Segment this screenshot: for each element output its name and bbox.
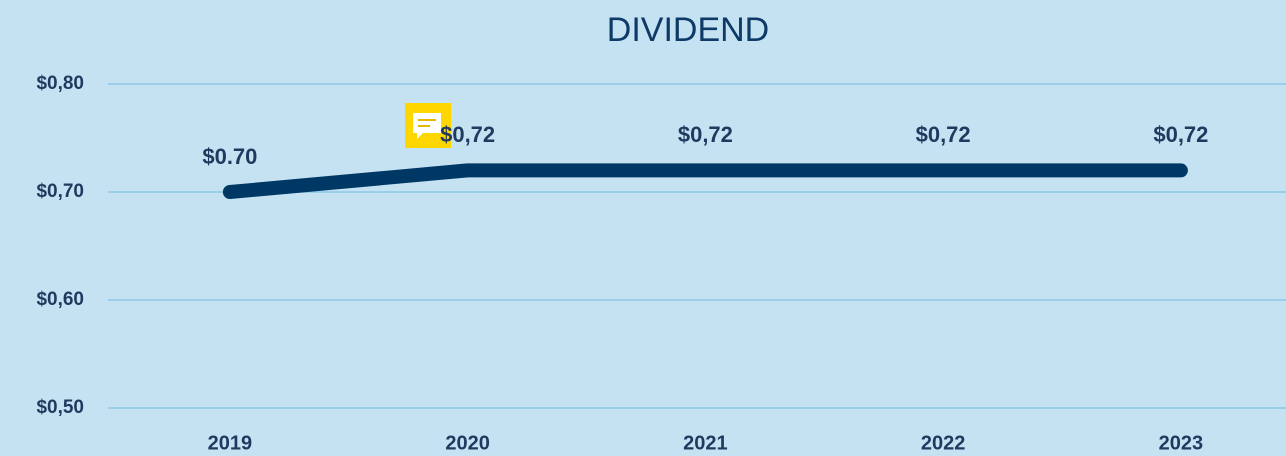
y-tick-label: $0,70 — [36, 181, 84, 202]
data-label: $0,72 — [1153, 122, 1208, 147]
x-tick-label: 2022 — [921, 432, 966, 454]
data-label: $0,72 — [440, 122, 495, 147]
y-tick-label: $0,50 — [36, 397, 84, 418]
x-tick-label: 2023 — [1159, 432, 1204, 454]
marks — [222, 163, 1188, 199]
comment-icon[interactable] — [405, 103, 451, 148]
x-tick-label: 2020 — [445, 432, 490, 454]
y-tick-label: $0,60 — [36, 289, 84, 310]
data-label: $0.70 — [202, 144, 257, 169]
x-tick-label: 2021 — [683, 432, 728, 454]
data-label: $0,72 — [678, 122, 733, 147]
chart-title: DIVIDEND — [607, 11, 769, 49]
line-series — [222, 163, 1188, 199]
y-tick-label: $0,80 — [36, 73, 84, 94]
data-label: $0,72 — [916, 122, 971, 147]
x-tick-label: 2019 — [208, 432, 253, 454]
